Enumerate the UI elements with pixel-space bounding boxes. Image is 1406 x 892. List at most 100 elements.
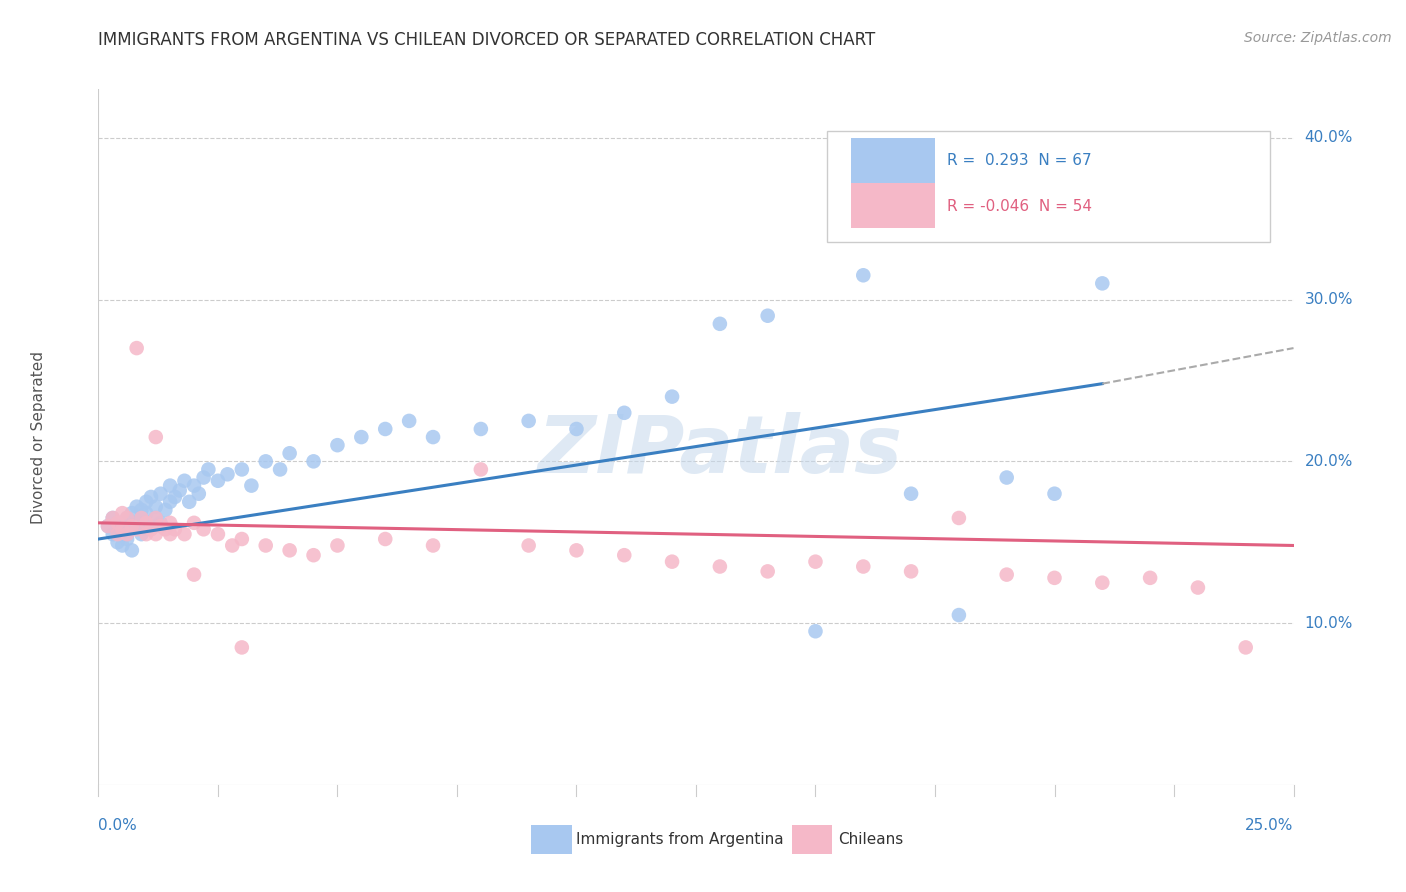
Point [131,511,153,525]
Point [125,341,148,355]
Point [254,454,277,468]
Point [111,522,134,536]
Point [159,527,181,541]
Point [709,559,731,574]
Text: Source: ZipAtlas.com: Source: ZipAtlas.com [1244,31,1392,45]
Point [756,565,779,579]
Point [131,527,153,541]
Point [107,519,129,533]
Point [111,527,134,541]
Point [131,511,153,525]
FancyBboxPatch shape [851,138,935,183]
Point [173,527,195,541]
Point [197,462,219,476]
Point [565,543,588,558]
Text: 20.0%: 20.0% [1305,454,1353,469]
Point [115,527,138,541]
Text: R =  0.293  N = 67: R = 0.293 N = 67 [946,153,1091,168]
Point [374,532,396,546]
Point [115,511,138,525]
Point [1234,640,1257,655]
Point [278,543,301,558]
Text: IMMIGRANTS FROM ARGENTINA VS CHILEAN DIVORCED OR SEPARATED CORRELATION CHART: IMMIGRANTS FROM ARGENTINA VS CHILEAN DIV… [98,31,876,49]
Point [1043,486,1066,500]
Point [149,516,172,530]
Point [661,555,683,569]
Point [125,500,148,514]
Point [852,559,875,574]
Point [121,543,143,558]
Text: 10.0%: 10.0% [1305,615,1353,631]
Point [398,414,420,428]
Point [948,511,970,525]
Point [470,422,492,436]
Point [163,490,186,504]
Point [155,503,177,517]
Point [183,516,205,530]
Point [149,486,172,500]
Point [193,470,215,484]
Point [107,527,129,541]
Point [115,527,138,541]
Point [107,535,129,549]
Text: 25.0%: 25.0% [1246,818,1294,832]
Point [613,548,636,562]
Point [613,406,636,420]
Point [900,565,922,579]
Point [422,430,444,444]
Point [145,527,167,541]
Point [278,446,301,460]
Point [121,506,143,520]
Point [135,506,157,520]
Point [101,527,124,541]
Point [1043,571,1066,585]
Point [121,519,143,533]
Point [121,522,143,536]
Point [193,522,215,536]
Point [517,414,540,428]
Point [135,522,157,536]
Point [111,539,134,553]
Point [173,474,195,488]
Point [326,539,349,553]
Point [135,527,157,541]
Point [97,519,120,533]
Point [661,390,683,404]
Point [159,478,181,492]
Text: Chileans: Chileans [838,832,903,847]
Point [125,516,148,530]
Point [183,567,205,582]
Point [948,608,970,623]
Point [207,474,229,488]
Point [709,317,731,331]
Point [231,462,253,476]
FancyBboxPatch shape [851,183,935,228]
Point [115,511,138,525]
Text: 30.0%: 30.0% [1305,292,1353,307]
Point [302,548,325,562]
Point [852,268,875,283]
Point [326,438,349,452]
Point [101,511,124,525]
Point [139,490,162,504]
Point [350,430,373,444]
Point [995,567,1018,582]
Point [995,470,1018,484]
Point [139,519,162,533]
Point [125,522,148,536]
Point [1139,571,1161,585]
Point [422,539,444,553]
Point [97,519,120,533]
Point [756,309,779,323]
Point [111,516,134,530]
Point [804,624,827,639]
Point [240,478,263,492]
Text: R = -0.046  N = 54: R = -0.046 N = 54 [946,199,1092,213]
Point [131,503,153,517]
Point [111,506,134,520]
Text: 40.0%: 40.0% [1305,130,1353,145]
Point [1187,581,1209,595]
Point [1091,575,1114,590]
Point [159,495,181,509]
Point [217,467,239,482]
